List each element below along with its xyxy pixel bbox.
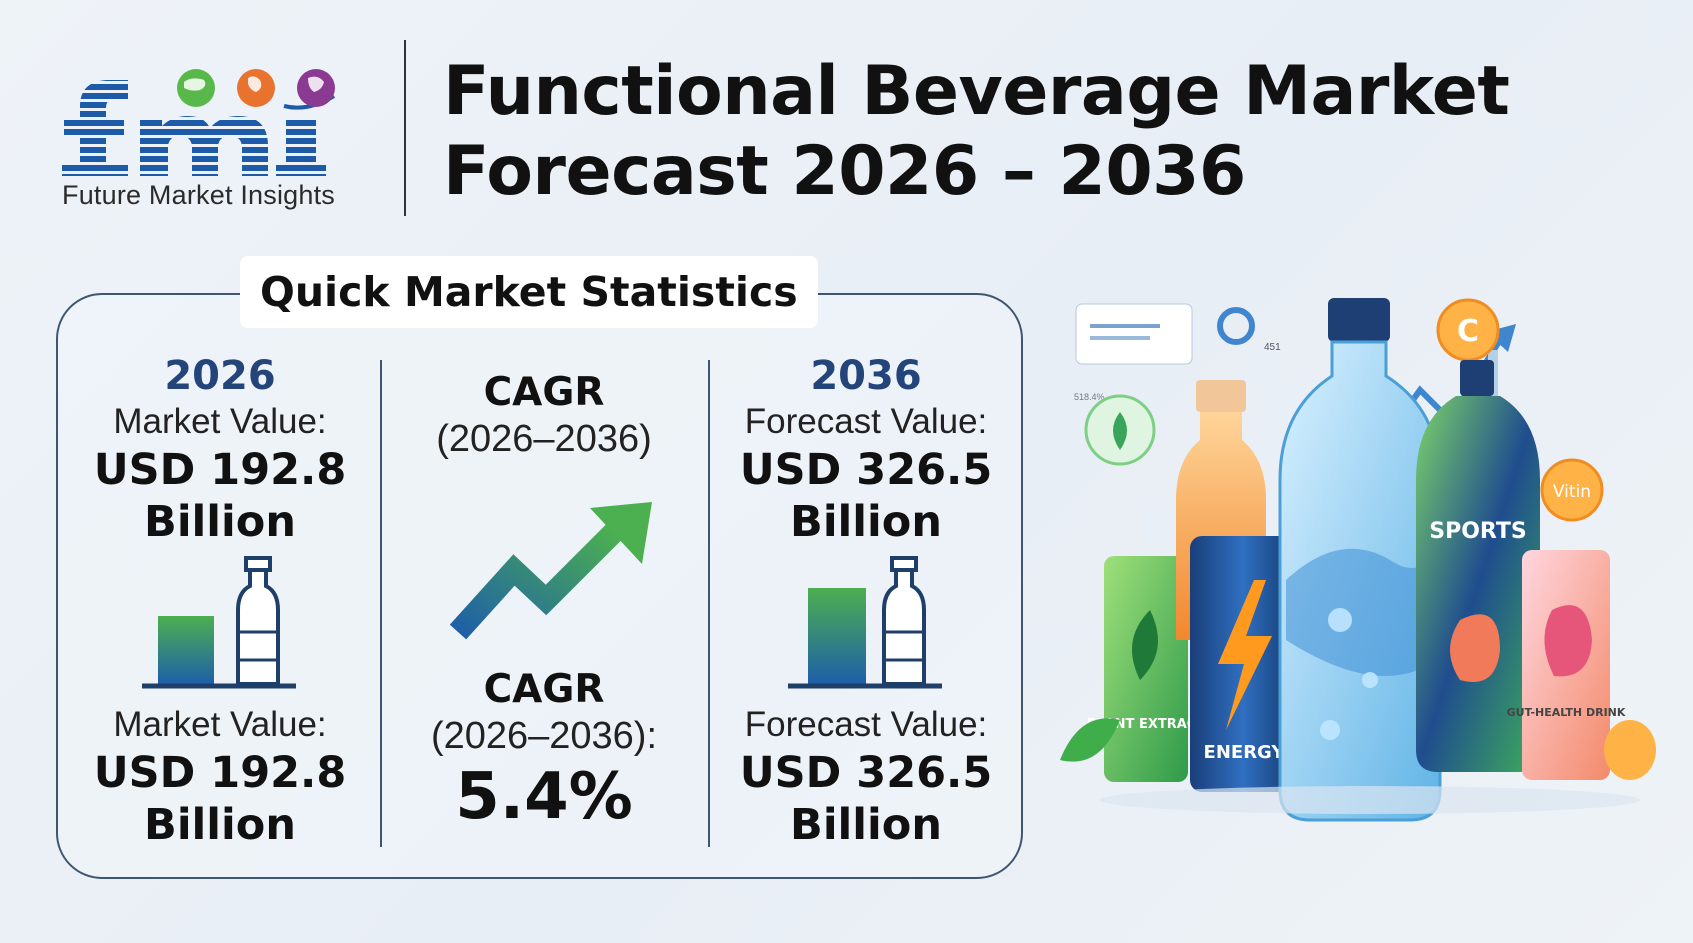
svg-text:SPORTS: SPORTS: [1429, 519, 1526, 544]
bar-bottle-icon: [142, 556, 296, 689]
sports-bottle: [1416, 396, 1540, 772]
header-divider: [404, 40, 406, 216]
cagr-title: CAGR: [483, 370, 605, 415]
svg-text:Vitin: Vitin: [1553, 482, 1591, 502]
market-value-label: Market Value:: [113, 402, 327, 441]
chart-card: [1075, 303, 1193, 365]
forecast-value-amount: USD 326.5: [739, 445, 993, 495]
svg-text:C: C: [1457, 314, 1479, 349]
beverage-illustration: 451 518.4% C Vitin PLANT EXTRACT ENERGY …: [1060, 298, 1656, 822]
stats-column-cagr: CAGR (2026–2036) CAGR (2026–2036): 5.4%: [396, 370, 692, 835]
page-title: Functional Beverage Market Forecast 2026…: [443, 52, 1510, 212]
bar-bottle-icon: [788, 556, 942, 689]
svg-text:518.4%: 518.4%: [1074, 392, 1105, 402]
cagr-title-bottom: CAGR: [483, 667, 605, 712]
market-value-amount-bottom: USD 192.8: [93, 748, 347, 798]
column-divider-right: [708, 360, 710, 847]
forecast-value-unit-bottom: Billion: [790, 800, 942, 850]
year-label: 2036: [810, 353, 922, 399]
column-divider-left: [380, 360, 382, 847]
fmi-wordmark: [62, 69, 336, 176]
market-value-amount: USD 192.8: [93, 445, 347, 495]
cagr-range-bottom: (2026–2036):: [430, 715, 658, 757]
stats-column-2026: 2026 Market Value: USD 192.8 Billion Mar…: [70, 352, 370, 851]
svg-text:ENERGY: ENERGY: [1204, 742, 1286, 763]
forecast-value-unit: Billion: [790, 497, 942, 547]
donut-icon: [1217, 307, 1255, 345]
stats-column-2036: 2036 Forecast Value: USD 326.5 Billion F…: [716, 352, 1016, 851]
logo-caption: Future Market Insights: [62, 180, 336, 210]
market-value-unit: Billion: [144, 497, 296, 547]
svg-text:GUT-HEALTH DRINK: GUT-HEALTH DRINK: [1507, 706, 1626, 719]
trend-arrow-icon: [449, 502, 652, 640]
water-bottle-cap: [1328, 298, 1390, 342]
vitamin-bubble: [1540, 458, 1604, 522]
forecast-value-label-bottom: Forecast Value:: [744, 705, 988, 744]
svg-text:451: 451: [1264, 342, 1281, 353]
title-line-2: Forecast 2026 – 2036: [443, 132, 1246, 211]
cagr-range: (2026–2036): [436, 418, 652, 460]
market-value-label-bottom: Market Value:: [113, 705, 327, 744]
year-label: 2026: [164, 353, 276, 399]
market-value-unit-bottom: Billion: [144, 800, 296, 850]
cagr-value: 5.4%: [455, 760, 633, 834]
stats-heading: Quick Market Statistics: [240, 256, 818, 328]
forecast-value-amount-bottom: USD 326.5: [739, 748, 993, 798]
fmi-logo: Future Market Insights: [58, 38, 378, 218]
forecast-value-label: Forecast Value:: [744, 402, 988, 441]
title-line-1: Functional Beverage Market: [443, 52, 1510, 131]
